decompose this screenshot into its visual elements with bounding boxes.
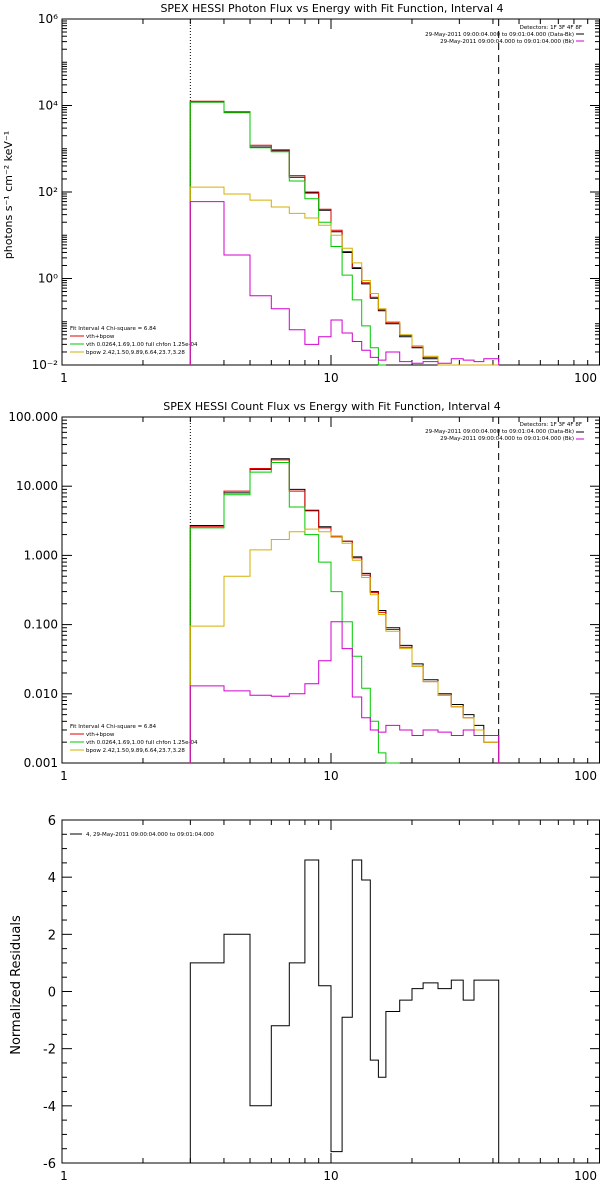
y-tick-label: 10⁻² [32,358,59,372]
y-tick-label: 0.100 [24,618,58,632]
photon-fit-line-1: vth+bpow [86,334,115,340]
series-magenta-line [189,621,500,763]
photon-legend-line-2: 29-May-2011 09:00:04.000 to 09:01:04.000… [440,39,574,45]
photon-plot-ylabel: photons s⁻¹ cm⁻² keV⁻¹ [2,131,15,259]
count-fit-line-2: vth 0.0264,1.69,1.00 full chfon 1.25e-04 [86,740,198,746]
photon-legend-line-1: 29-May-2011 09:00:04.000 to 09:01:04.000… [425,32,574,38]
series-green-line [189,462,400,764]
photon-legend-line-0: Detectors: 1F 3F 4F 8F [520,25,582,31]
plot-frame-0 [61,18,600,366]
series-magenta-line [189,201,500,365]
count-fit-line-3: bpow 2.42,1.50,9.89,6.64,23.7,3.28 [86,748,185,754]
count-legend-line-0: Detectors: 1F 3F 4F 8F [520,422,582,428]
series-red-line [189,459,500,763]
residuals-plot: Normalized Residuals 4, 29-May-2011 09:0… [9,814,600,1183]
x-tick-label: 10 [323,769,338,783]
series-green-line [189,101,386,366]
series-yellow-line [189,528,500,763]
y-tick-label: 100.000 [8,410,58,424]
series-black-line [189,859,500,1163]
photon-fit-line-3: bpow 2.42,1.50,9.89,6.64,23.7,3.28 [86,350,185,356]
count-legend-line-2: 29-May-2011 09:00:04.000 to 09:01:04.000… [440,436,574,442]
x-tick-label: 10 [323,371,338,385]
photon-flux-plot: SPEX HESSI Photon Flux vs Energy with Fi… [2,2,600,385]
residuals-legend: 4, 29-May-2011 09:00:04.000 to 09:01:04.… [86,832,214,838]
y-tick-label: 10⁶ [38,12,58,26]
y-tick-label: 10² [38,185,58,199]
y-tick-label: 10.000 [16,479,58,493]
residuals-ylabel: Normalized Residuals [9,915,24,1055]
y-tick-label: -4 [43,1100,56,1115]
y-tick-label: 10⁴ [38,99,58,113]
y-tick-label: 0.010 [24,687,58,701]
series-red-line [189,100,499,366]
count-legend-line-1: 29-May-2011 09:00:04.000 to 09:01:04.000… [425,429,574,435]
series-yellow-line [189,186,499,366]
y-tick-label: 2 [48,928,56,943]
x-tick-label: 100 [574,1169,597,1183]
y-tick-label: 10⁰ [38,272,58,286]
photon-fit-line-2: vth 0.0264,1.69,1.00 full chfon 1.25e-04 [86,342,198,348]
count-fit-line-0: Fit Interval 4 Chi-square = 6.84 [70,724,157,730]
count-flux-plot: SPEX HESSI Count Flux vs Energy with Fit… [8,400,600,783]
y-tick-label: -2 [43,1043,56,1058]
count-fit-line-1: vth+bpow [86,732,115,738]
y-tick-label: -6 [43,1157,56,1172]
series-black-line [189,458,500,763]
series-black-line [189,101,499,366]
y-tick-label: 0 [48,986,56,1001]
y-tick-label: 0.001 [24,756,58,770]
x-tick-label: 1 [60,769,68,783]
x-tick-label: 100 [574,371,597,385]
x-tick-label: 10 [323,1169,338,1183]
y-tick-label: 1.000 [24,548,58,562]
x-tick-label: 100 [574,769,597,783]
x-tick-label: 1 [60,371,68,385]
x-tick-label: 1 [60,1169,68,1183]
photon-fit-line-0: Fit Interval 4 Chi-square = 6.84 [70,326,157,332]
count-plot-title: SPEX HESSI Count Flux vs Energy with Fit… [163,400,500,413]
y-tick-label: 6 [48,814,56,829]
y-tick-label: 4 [48,871,56,886]
photon-plot-title: SPEX HESSI Photon Flux vs Energy with Fi… [160,2,503,15]
